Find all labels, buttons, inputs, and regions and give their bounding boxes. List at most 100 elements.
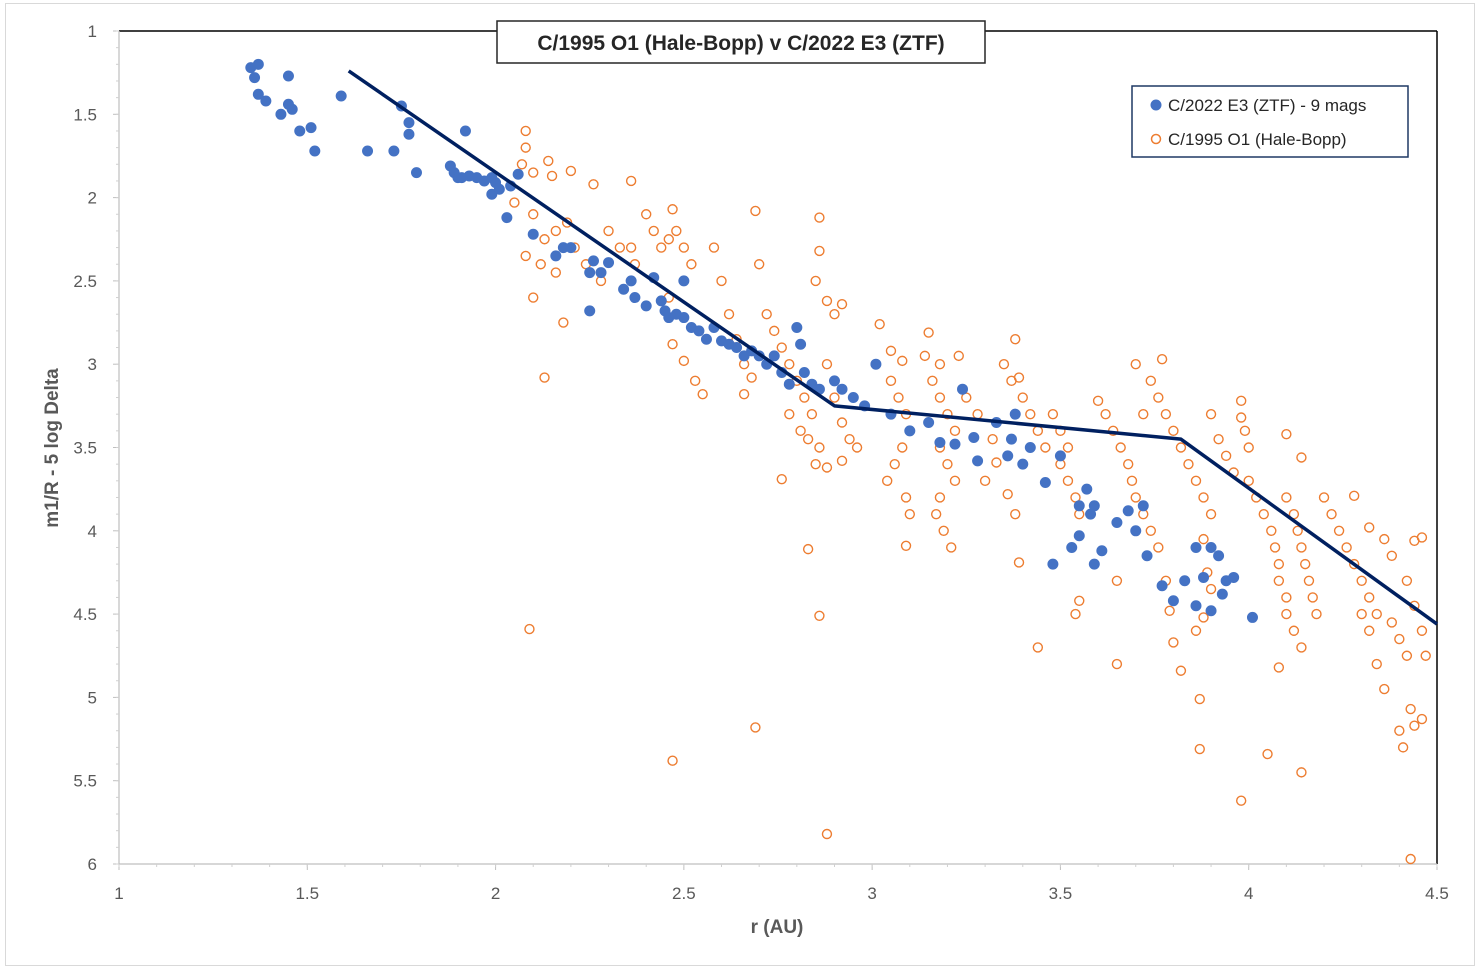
y-tick-label: 2 <box>88 189 97 208</box>
hale-bopp-point <box>614 242 626 253</box>
hale-bopp-point <box>1239 425 1251 437</box>
hale-bopp-point <box>1281 492 1292 503</box>
ztf-point <box>1073 530 1085 542</box>
hale-bopp-point <box>1111 575 1123 586</box>
hale-bopp-point <box>686 259 697 270</box>
hale-bopp-point <box>1356 608 1367 620</box>
hale-bopp-point <box>814 442 825 453</box>
chart-title: C/1995 O1 (Hale-Bopp) v C/2022 E3 (ZTF) <box>537 32 944 55</box>
hale-bopp-point <box>1235 795 1247 806</box>
ztf-point <box>949 438 961 450</box>
hale-bopp-point <box>1405 853 1416 865</box>
ztf-point <box>1190 600 1202 612</box>
hale-bopp-point <box>836 299 848 310</box>
y-axis-title: m1/R - 5 log Delta <box>42 368 63 528</box>
y-tick-label: 4.5 <box>73 605 97 624</box>
hale-bopp-point <box>806 408 818 420</box>
ztf-point <box>1017 458 1029 470</box>
ztf-point <box>362 145 374 157</box>
hale-bopp-point <box>738 388 750 400</box>
hale-bopp-point <box>761 309 772 320</box>
ztf-point <box>587 255 599 267</box>
hale-bopp-point <box>810 458 821 470</box>
hale-bopp-point <box>844 433 855 445</box>
hale-bopp-point <box>1371 658 1382 670</box>
ztf-point <box>783 378 795 390</box>
hale-bopp-point <box>927 375 938 387</box>
ztf-point <box>527 228 539 240</box>
hale-bopp-point <box>625 175 637 187</box>
hale-bopp-point <box>885 345 897 357</box>
hale-bopp-point <box>1356 575 1367 586</box>
hale-bopp-point <box>874 319 885 330</box>
hale-bopp-point <box>1047 408 1059 420</box>
hale-bopp-point <box>1303 575 1315 586</box>
ztf-point <box>1122 505 1134 517</box>
ztf-point <box>768 350 780 362</box>
hale-bopp-point <box>904 508 915 520</box>
hale-bopp-point <box>1032 425 1044 437</box>
hale-bopp-point <box>1130 492 1141 503</box>
hale-bopp-point <box>1318 492 1330 503</box>
hale-bopp-point <box>528 167 539 178</box>
hale-bopp-point <box>1017 392 1028 403</box>
ztf-point <box>1039 476 1051 488</box>
hale-bopp-point <box>1379 683 1390 695</box>
hale-bopp-point <box>1205 508 1217 520</box>
hale-bopp-point <box>814 610 825 621</box>
hale-bopp-point <box>1281 592 1292 603</box>
hale-bopp-point <box>1070 608 1081 620</box>
x-tick-label: 1.5 <box>295 884 319 903</box>
hale-bopp-point <box>671 225 682 237</box>
legend-label-ztf: C/2022 E3 (ZTF) - 9 mags <box>1168 96 1366 115</box>
ztf-point <box>595 267 607 279</box>
ztf-point <box>260 95 272 107</box>
hale-bopp-point <box>1198 533 1209 545</box>
y-tick-label: 4 <box>88 522 97 541</box>
ztf-point <box>584 267 596 279</box>
hale-bopp-point <box>776 342 787 353</box>
hale-bopp-point <box>821 359 833 370</box>
hale-bopp-point <box>897 355 908 367</box>
hale-bopp-point <box>810 275 821 287</box>
hale-bopp-point <box>1168 637 1179 648</box>
hale-bopp-point <box>1235 412 1247 423</box>
hale-bopp-point <box>746 372 757 383</box>
hale-bopp-point <box>836 455 848 467</box>
hale-bopp-point <box>1164 605 1175 616</box>
x-tick-label: 4.5 <box>1425 884 1449 903</box>
hale-bopp-point <box>1281 608 1292 620</box>
hale-bopp-point <box>550 267 562 278</box>
ztf-point <box>309 145 321 157</box>
trend-line <box>347 69 1439 626</box>
ztf-point <box>512 168 524 180</box>
ztf-point <box>1156 580 1168 592</box>
ztf-point <box>501 212 513 224</box>
hale-bopp-point <box>1040 442 1051 453</box>
hale-bopp-point <box>1296 642 1307 653</box>
ztf-point <box>640 300 652 312</box>
hale-bopp-point <box>1420 650 1431 661</box>
hale-bopp-point <box>667 755 678 766</box>
y-tick-label: 2.5 <box>73 272 97 291</box>
hale-bopp-point <box>1205 408 1217 420</box>
ztf-point <box>1137 500 1149 512</box>
legend: C/2022 E3 (ZTF) - 9 mags C/1995 O1 (Hale… <box>1131 85 1409 158</box>
hale-bopp-point <box>524 623 535 635</box>
hale-bopp-point <box>836 417 848 428</box>
ztf-point <box>678 275 690 287</box>
y-tick-label: 1 <box>88 22 97 41</box>
ztf-point <box>584 305 596 317</box>
ztf-point <box>282 70 294 82</box>
hale-bopp-point <box>949 475 961 487</box>
ztf-point <box>738 350 750 362</box>
x-tick-label: 3.5 <box>1049 884 1073 903</box>
hale-bopp-point <box>716 275 727 287</box>
hale-bopp-point <box>750 722 761 733</box>
ztf-point <box>1066 541 1078 553</box>
x-axis-title: r (AU) <box>751 917 804 938</box>
hale-bopp-point <box>934 492 946 503</box>
hale-bopp-point <box>678 355 690 367</box>
ztf-point <box>693 325 705 337</box>
hale-bopp-point <box>1130 359 1141 370</box>
